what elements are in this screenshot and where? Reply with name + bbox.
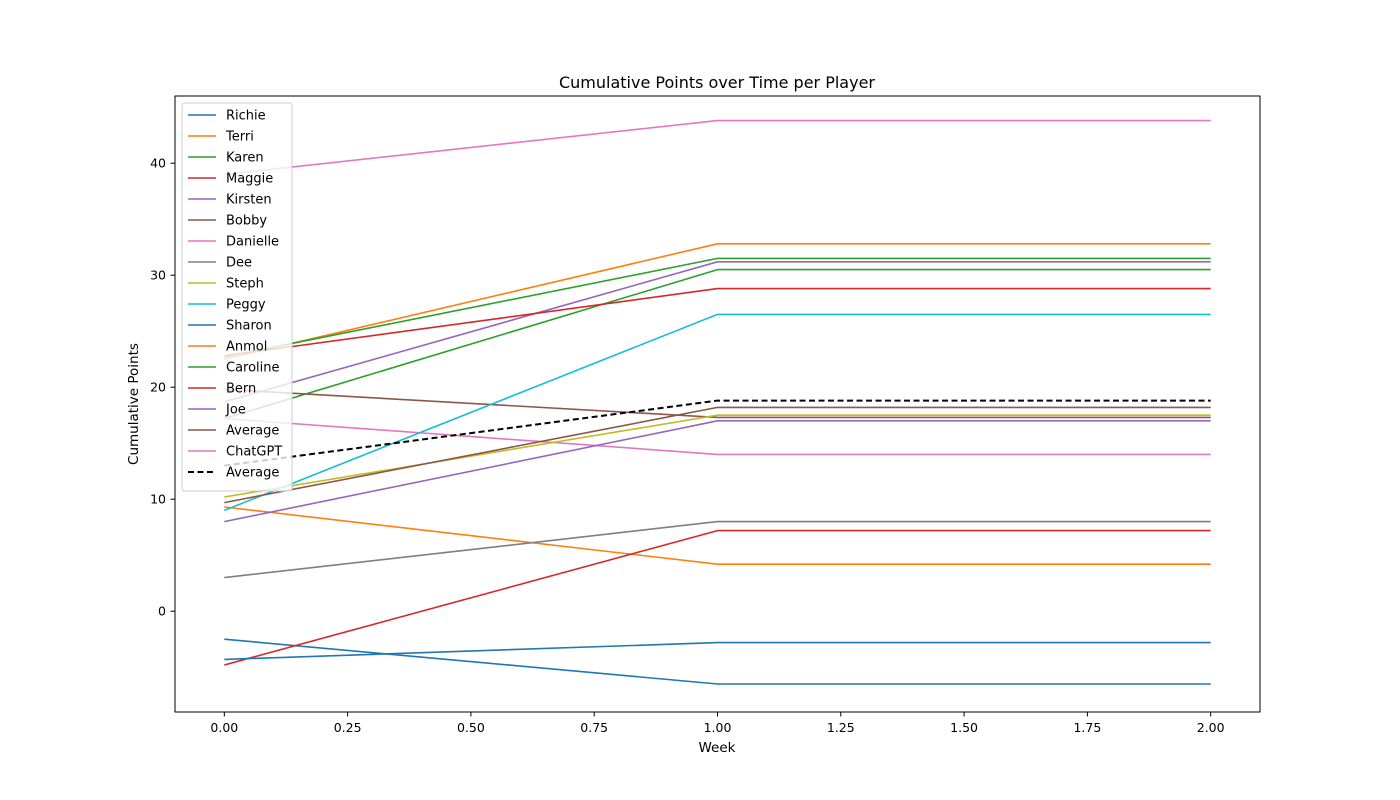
series-line-11 bbox=[224, 243, 1211, 360]
series-line-10 bbox=[224, 641, 1211, 661]
legend-label-1: Terri bbox=[225, 130, 254, 145]
y-tick-label-3: 30 bbox=[150, 268, 166, 283]
legend-label-0: Richie bbox=[226, 109, 266, 124]
series-line-5 bbox=[224, 388, 1211, 419]
y-axis-title: Cumulative Points bbox=[126, 343, 142, 465]
legend-label-12: Caroline bbox=[226, 361, 280, 376]
series-line-3 bbox=[224, 529, 1211, 666]
y-tick-label-2: 20 bbox=[150, 380, 166, 395]
legend-label-16: ChatGPT bbox=[226, 445, 282, 460]
y-tick-label-1: 10 bbox=[150, 492, 166, 507]
legend-label-8: Steph bbox=[226, 277, 264, 292]
series-layer bbox=[224, 119, 1211, 685]
x-tick-label-2: 0.50 bbox=[457, 720, 485, 735]
chart-title: Cumulative Points over Time per Player bbox=[559, 73, 875, 92]
x-tick-label-6: 1.50 bbox=[950, 720, 978, 735]
legend-label-6: Danielle bbox=[226, 235, 279, 250]
legend-label-7: Dee bbox=[226, 256, 252, 271]
series-line-15 bbox=[224, 406, 1211, 504]
legend-label-11: Anmol bbox=[226, 340, 267, 355]
series-line-9 bbox=[224, 313, 1211, 512]
series-line-2 bbox=[224, 268, 1211, 420]
series-line-14 bbox=[224, 419, 1211, 523]
legend-label-14: Joe bbox=[225, 403, 246, 418]
series-line-4 bbox=[224, 260, 1211, 403]
x-tick-label-3: 0.75 bbox=[580, 720, 608, 735]
legend-label-9: Peggy bbox=[226, 298, 266, 313]
plot-frame bbox=[174, 95, 1261, 713]
legend-label-3: Maggie bbox=[226, 172, 273, 187]
legend-label-10: Sharon bbox=[226, 319, 272, 334]
legend-label-5: Bobby bbox=[226, 214, 267, 229]
x-tick-label-4: 1.00 bbox=[704, 720, 732, 735]
legend-box bbox=[181, 102, 293, 492]
series-line-7 bbox=[224, 520, 1211, 579]
series-line-6 bbox=[224, 417, 1211, 456]
legend-label-2: Karen bbox=[226, 151, 264, 166]
legend-label-17: Average bbox=[226, 466, 279, 481]
x-axis: 0.00 0.25 0.50 0.75 1.00 1.25 1.50 1.75 2.00 bbox=[210, 712, 1225, 735]
y-axis: 0 10 20 30 40 bbox=[150, 156, 175, 619]
x-tick-label-0: 0.00 bbox=[210, 720, 238, 735]
x-tick-label-1: 0.25 bbox=[334, 720, 362, 735]
series-line-1 bbox=[224, 506, 1211, 566]
y-tick-label-4: 40 bbox=[150, 156, 166, 171]
x-tick-label-7: 1.75 bbox=[1073, 720, 1101, 735]
legend-label-4: Kirsten bbox=[226, 193, 272, 208]
x-axis-title: Week bbox=[699, 740, 736, 756]
x-tick-label-5: 1.25 bbox=[827, 720, 855, 735]
series-line-0 bbox=[224, 638, 1211, 685]
y-tick-label-0: 0 bbox=[158, 604, 166, 619]
legend-label-15: Average bbox=[226, 424, 279, 439]
series-line-12 bbox=[224, 257, 1211, 358]
series-line-8 bbox=[224, 414, 1211, 498]
series-line-13 bbox=[224, 287, 1211, 357]
series-line-17 bbox=[224, 399, 1211, 467]
x-tick-label-8: 2.00 bbox=[1197, 720, 1225, 735]
legend: Richie Terri Karen Maggie Kirsten Bobby Daniel… bbox=[181, 102, 293, 492]
series-line-16 bbox=[224, 119, 1211, 176]
legend-label-13: Bern bbox=[226, 382, 256, 397]
